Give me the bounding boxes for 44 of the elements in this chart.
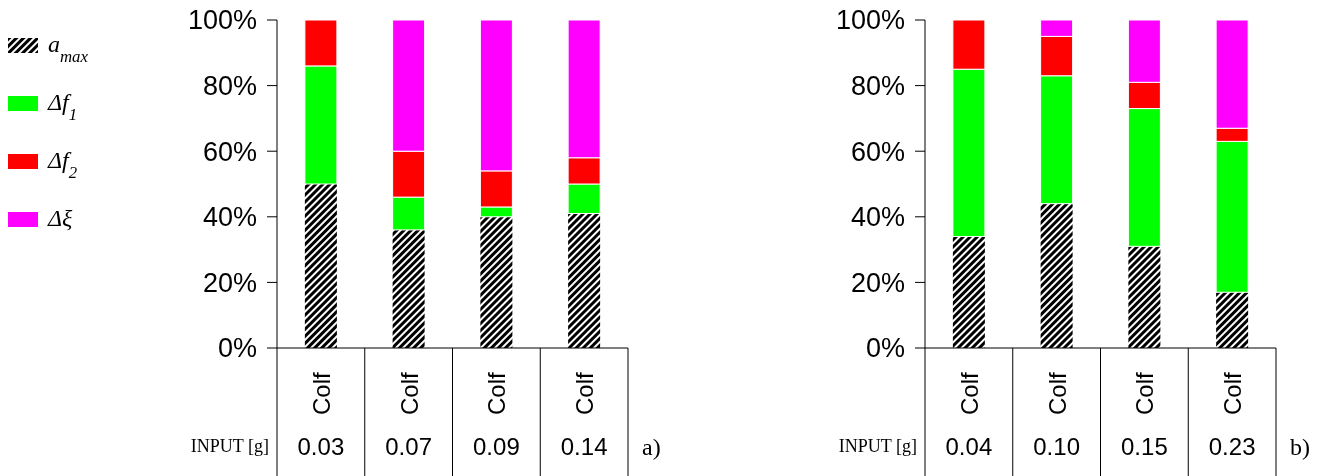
x-tick-label: 0.07 <box>385 433 432 460</box>
x-tick-label: 0.04 <box>945 433 993 460</box>
y-tick-label: 0% <box>865 333 905 364</box>
x-axis-title: INPUT [g] <box>838 436 917 456</box>
text: Colf <box>1043 371 1071 415</box>
y-tick-label: 60% <box>202 136 257 167</box>
x-tick-label: 0.10 <box>1033 433 1080 460</box>
y-tick-label: 100% <box>835 5 905 36</box>
legend-label: Δf$_{1}$ <box>47 89 78 124</box>
y-tick-label: 20% <box>850 267 905 298</box>
text: Colf <box>395 371 423 415</box>
y-tick-label: 100% <box>187 5 257 36</box>
bar <box>392 229 425 348</box>
legend-label: a$_{max}$ <box>48 31 89 66</box>
bar <box>1128 246 1161 348</box>
bar <box>304 184 337 348</box>
text: Colf <box>571 371 599 415</box>
bar <box>480 216 513 348</box>
y-tick-label: 40% <box>850 202 905 233</box>
x-tick-label: 0.15 <box>1121 433 1168 460</box>
text: Colf <box>1219 371 1247 415</box>
y-tick-label: 0% <box>217 333 257 364</box>
legend-label: Δf$_{2}$ <box>47 147 78 182</box>
text: Colf <box>1131 371 1159 415</box>
text: Colf <box>483 371 511 415</box>
x-tick-label: 0.03 <box>297 433 345 460</box>
x-tick-label: 0.09 <box>473 433 520 460</box>
bar <box>568 213 601 348</box>
text: Colf <box>307 371 335 415</box>
y-tick-label: 40% <box>202 202 257 233</box>
y-tick-label: 80% <box>850 71 905 102</box>
y-tick-label: 20% <box>202 267 257 298</box>
text: a) <box>642 434 661 460</box>
y-tick-label: 60% <box>850 136 905 167</box>
x-tick-label: 0.23 <box>1208 433 1256 460</box>
bar <box>1216 292 1249 348</box>
text: Colf <box>955 371 983 415</box>
bar <box>952 236 985 348</box>
y-tick-label: 80% <box>202 71 257 102</box>
bar <box>1040 203 1073 348</box>
x-axis-title: INPUT [g] <box>190 436 269 456</box>
x-tick-label: 0.14 <box>560 433 608 460</box>
text: b) <box>1290 434 1310 460</box>
legend-label: Δξ <box>47 205 74 231</box>
